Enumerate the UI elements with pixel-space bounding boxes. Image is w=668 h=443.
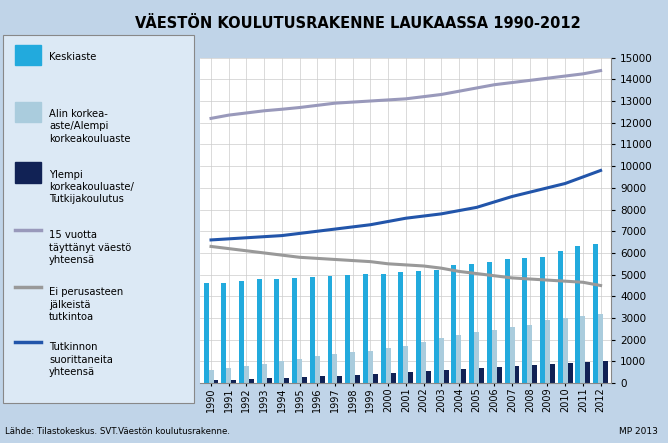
- Bar: [416, 272, 421, 383]
- Bar: [522, 258, 527, 383]
- Bar: [474, 332, 479, 383]
- Bar: [267, 378, 272, 383]
- Bar: [403, 346, 408, 383]
- Bar: [540, 257, 545, 383]
- Bar: [302, 377, 307, 383]
- Bar: [221, 284, 226, 383]
- Bar: [279, 361, 285, 383]
- Bar: [462, 369, 466, 383]
- Text: VÄESTÖN KOULUTUSRAKENNE LAUKAASSA 1990-2012: VÄESTÖN KOULUTUSRAKENNE LAUKAASSA 1990-2…: [134, 16, 580, 31]
- Bar: [373, 374, 378, 383]
- Bar: [244, 366, 249, 383]
- Text: 15 vuotta
täyttänyt väestö
yhteensä: 15 vuotta täyttänyt väestö yhteensä: [49, 230, 132, 265]
- Bar: [239, 281, 244, 383]
- Bar: [231, 380, 236, 383]
- Bar: [15, 45, 41, 65]
- Bar: [562, 318, 568, 383]
- Bar: [452, 265, 456, 383]
- Bar: [580, 316, 585, 383]
- Bar: [214, 380, 218, 383]
- Bar: [208, 370, 214, 383]
- Bar: [469, 264, 474, 383]
- Bar: [204, 284, 208, 383]
- FancyBboxPatch shape: [3, 35, 194, 403]
- Bar: [585, 361, 591, 383]
- Bar: [568, 362, 572, 383]
- Bar: [327, 276, 333, 383]
- Bar: [456, 335, 462, 383]
- Bar: [262, 364, 267, 383]
- Bar: [249, 379, 254, 383]
- Bar: [337, 376, 343, 383]
- Bar: [345, 275, 350, 383]
- Bar: [497, 367, 502, 383]
- Bar: [310, 277, 315, 383]
- Bar: [408, 372, 413, 383]
- Bar: [545, 320, 550, 383]
- Bar: [444, 370, 449, 383]
- Bar: [527, 325, 532, 383]
- Text: Alin korkea-
aste/Alempi
korkeakouluaste: Alin korkea- aste/Alempi korkeakouluaste: [49, 109, 130, 144]
- Bar: [15, 101, 41, 122]
- Text: Ylempi
korkeakouluaste/
Tutkijakoulutus: Ylempi korkeakouluaste/ Tutkijakoulutus: [49, 170, 134, 205]
- Bar: [603, 361, 608, 383]
- Bar: [514, 366, 520, 383]
- Bar: [532, 365, 537, 383]
- Bar: [350, 352, 355, 383]
- Bar: [426, 371, 431, 383]
- Bar: [479, 368, 484, 383]
- Bar: [550, 364, 555, 383]
- Bar: [285, 378, 289, 383]
- Bar: [275, 279, 279, 383]
- Bar: [355, 375, 360, 383]
- Text: MP 2013: MP 2013: [619, 427, 658, 436]
- Bar: [558, 251, 562, 383]
- Bar: [504, 260, 510, 383]
- Text: Ei perusasteen
jälkeistä
tutkintoa: Ei perusasteen jälkeistä tutkintoa: [49, 288, 124, 322]
- Text: Lähde: Tilastokeskus. SVT.Väestön koulutusrakenne.: Lähde: Tilastokeskus. SVT.Väestön koulut…: [5, 427, 230, 436]
- Bar: [320, 377, 325, 383]
- Bar: [15, 162, 41, 183]
- Bar: [391, 373, 395, 383]
- Bar: [226, 368, 231, 383]
- Bar: [292, 278, 297, 383]
- Bar: [510, 327, 514, 383]
- Bar: [385, 349, 391, 383]
- Bar: [598, 314, 603, 383]
- Bar: [434, 270, 439, 383]
- Bar: [421, 342, 426, 383]
- Text: Tutkinnon
suorittaneita
yhteensä: Tutkinnon suorittaneita yhteensä: [49, 342, 113, 377]
- Bar: [333, 354, 337, 383]
- Bar: [492, 330, 497, 383]
- Bar: [368, 351, 373, 383]
- Bar: [487, 262, 492, 383]
- Bar: [575, 246, 580, 383]
- Bar: [381, 274, 385, 383]
- Bar: [257, 279, 262, 383]
- Bar: [297, 359, 302, 383]
- Bar: [593, 244, 598, 383]
- Bar: [439, 338, 444, 383]
- Bar: [363, 274, 368, 383]
- Bar: [315, 356, 320, 383]
- Text: Keskiaste: Keskiaste: [49, 52, 96, 62]
- Bar: [398, 272, 403, 383]
